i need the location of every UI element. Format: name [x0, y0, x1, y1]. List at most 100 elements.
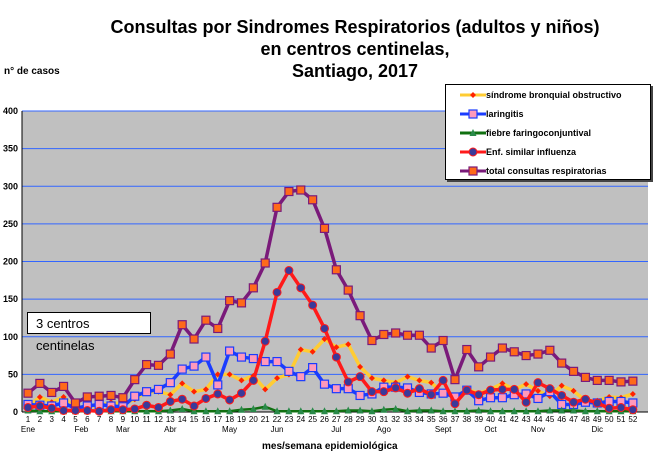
x-tick-label: 26 — [320, 415, 329, 424]
data-point — [238, 377, 245, 384]
data-point — [130, 391, 140, 401]
data-point — [414, 330, 424, 340]
x-tick-label: 7 — [97, 415, 102, 424]
x-tick-label: 24 — [296, 415, 305, 424]
x-tick-label: 1 — [26, 415, 31, 424]
x-tick-label: 5 — [73, 415, 78, 424]
data-point — [331, 384, 341, 394]
x-tick-label: 27 — [332, 415, 341, 424]
x-tick-label: 36 — [439, 415, 448, 424]
data-point — [321, 336, 328, 343]
x-tick-label: 31 — [379, 415, 388, 424]
data-point — [47, 387, 57, 398]
data-point — [616, 377, 626, 387]
x-tick-label: 17 — [213, 415, 222, 424]
data-point — [308, 300, 318, 310]
series-line — [27, 405, 633, 413]
data-point — [35, 378, 45, 389]
data-point — [320, 323, 329, 333]
x-tick-label: 11 — [142, 415, 151, 424]
data-point — [225, 346, 235, 356]
data-point — [262, 386, 269, 393]
legend-label: total consultas respiratorias — [486, 166, 607, 176]
data-point — [153, 402, 163, 412]
data-point — [427, 406, 435, 414]
x-tick-label: 10 — [130, 415, 139, 424]
series-line — [27, 268, 634, 413]
data-point — [629, 390, 636, 397]
data-point — [296, 372, 306, 382]
data-point — [260, 258, 270, 268]
data-point — [226, 371, 233, 378]
data-point — [428, 379, 435, 386]
data-point — [593, 407, 601, 415]
data-point — [592, 375, 602, 385]
data-point — [58, 381, 69, 392]
data-point — [236, 352, 247, 362]
title-line-2: en centros centinelas, — [260, 39, 450, 59]
series-total-consultas-respiratorias — [23, 185, 638, 408]
data-point — [450, 375, 460, 385]
data-point — [214, 407, 222, 415]
data-point — [557, 358, 567, 368]
data-point — [509, 384, 519, 394]
data-point — [260, 336, 270, 346]
data-point — [546, 406, 554, 414]
month-label: Sept — [435, 425, 452, 434]
x-tick-label: 20 — [249, 415, 258, 424]
data-point — [497, 384, 507, 394]
x-tick-label: 49 — [593, 415, 602, 424]
data-point — [391, 383, 401, 393]
legend-swatch — [460, 129, 486, 136]
data-point — [153, 360, 164, 370]
legend-item: Enf. similar influenza — [446, 143, 650, 161]
x-tick-label: 30 — [367, 415, 376, 424]
x-tick-label: 42 — [510, 415, 519, 424]
data-point — [249, 404, 257, 412]
x-tick-label: 50 — [605, 415, 614, 424]
x-tick-label: 47 — [569, 415, 578, 424]
x-tick-label: 2 — [38, 415, 43, 424]
data-point — [165, 378, 175, 388]
y-tick-label: 0 — [13, 407, 18, 417]
data-point — [439, 407, 447, 415]
data-point — [415, 406, 423, 414]
legend: síndrome bronquial obstructivo laringitis… — [445, 84, 651, 180]
data-point — [213, 323, 223, 334]
x-tick-label: 43 — [522, 415, 531, 424]
x-tick-label: 16 — [201, 415, 210, 424]
data-point — [166, 406, 174, 414]
chart-title: Consultas por Sindromes Respiratorios (a… — [90, 16, 620, 82]
data-point — [225, 395, 235, 405]
data-point — [70, 405, 80, 415]
data-point — [106, 390, 116, 401]
data-point — [284, 266, 294, 276]
legend-swatch — [460, 147, 486, 157]
data-point — [165, 396, 175, 406]
data-point — [523, 381, 530, 388]
data-point — [485, 393, 496, 403]
month-label: Abr — [164, 425, 177, 434]
data-point — [475, 406, 483, 414]
legend-item: síndrome bronquial obstructivo — [446, 86, 650, 104]
data-point — [177, 320, 187, 330]
x-tick-label: 37 — [451, 415, 460, 424]
data-point — [153, 384, 164, 395]
data-point — [404, 407, 412, 415]
data-point — [462, 385, 472, 395]
data-point — [628, 405, 638, 415]
y-tick-label: 350 — [3, 144, 18, 154]
data-point — [570, 387, 577, 394]
data-point — [450, 399, 460, 409]
data-point — [142, 387, 152, 397]
data-point — [343, 377, 353, 387]
x-tick-label: 8 — [109, 415, 114, 424]
x-tick-label: 15 — [190, 415, 199, 424]
data-point — [190, 407, 198, 415]
legend-item: laringitis — [446, 105, 650, 123]
data-point — [319, 379, 330, 389]
data-point — [70, 398, 81, 408]
month-label: Dic — [591, 425, 603, 434]
data-point — [510, 407, 518, 415]
data-point — [143, 407, 151, 415]
